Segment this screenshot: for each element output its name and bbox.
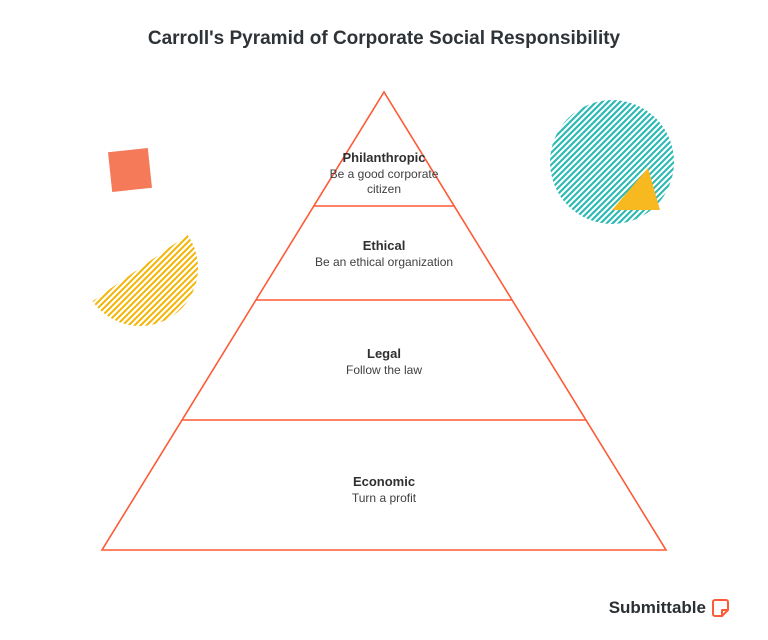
level-heading: Philanthropic	[0, 150, 768, 165]
brand-text: Submittable	[609, 598, 706, 618]
level-legal: Legal Follow the law	[0, 346, 768, 378]
level-economic: Economic Turn a profit	[0, 474, 768, 506]
level-heading: Legal	[0, 346, 768, 361]
level-sub: Follow the law	[0, 363, 768, 378]
level-heading: Ethical	[0, 238, 768, 253]
level-sub: Be an ethical organization	[0, 255, 768, 270]
level-philanthropic: Philanthropic Be a good corporatecitizen	[0, 150, 768, 197]
level-ethical: Ethical Be an ethical organization	[0, 238, 768, 270]
level-sub: Be a good corporatecitizen	[0, 167, 768, 197]
level-sub: Turn a profit	[0, 491, 768, 506]
pyramid-diagram	[0, 0, 768, 640]
brand-icon	[712, 599, 730, 617]
brand-logo: Submittable	[609, 598, 730, 618]
level-heading: Economic	[0, 474, 768, 489]
